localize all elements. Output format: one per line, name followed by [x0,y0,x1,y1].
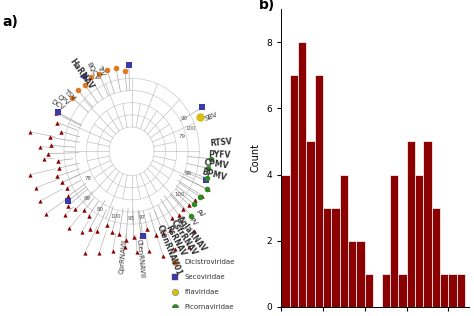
Text: 78: 78 [85,176,91,181]
Text: Secoviridae: Secoviridae [184,274,225,280]
Text: SBV: SBV [203,112,218,122]
Bar [331,208,340,307]
Bar [365,274,373,307]
Text: Dicistroviridae: Dicistroviridae [184,259,235,265]
Text: HaRNAV: HaRNAV [67,57,95,91]
Bar [348,240,356,307]
Bar [298,42,306,307]
Y-axis label: Count: Count [251,143,261,173]
Text: Iflaviridae: Iflaviridae [184,289,219,295]
Bar [306,142,315,307]
Text: AglaRNAV: AglaRNAV [175,215,209,254]
Text: TrV: TrV [96,64,106,76]
Text: CprRNAVII: CprRNAVII [118,239,128,274]
Text: PV: PV [188,217,198,228]
Text: 80: 80 [97,207,104,212]
Text: CPV: CPV [56,94,71,106]
Text: 97: 97 [139,215,146,220]
Text: 93: 93 [128,216,135,221]
Bar [448,274,457,307]
Bar [440,274,448,307]
Text: DCV: DCV [50,99,66,112]
Bar [356,240,365,307]
Bar [423,142,432,307]
Text: RTSV: RTSV [210,137,233,148]
Text: CPMV: CPMV [203,158,229,170]
Bar [415,174,423,307]
Text: RsRNAV: RsRNAV [164,223,188,258]
Text: TSV: TSV [62,88,76,101]
Bar [407,142,415,307]
Bar [323,208,331,307]
Text: Picornaviridae: Picornaviridae [184,304,234,309]
Bar [382,274,390,307]
Text: BQCV: BQCV [85,61,100,82]
Text: 90: 90 [180,116,187,121]
Text: CtenRNAV01: CtenRNAV01 [155,223,183,277]
Text: 100: 100 [174,192,185,197]
Text: 100: 100 [185,126,196,131]
Bar [315,76,323,307]
Text: 99: 99 [185,171,191,176]
Bar [340,174,348,307]
Bar [281,174,290,307]
Text: BPMV: BPMV [201,167,227,183]
Text: 99: 99 [84,197,91,202]
Text: AV: AV [195,209,206,219]
Text: CtenRNAVII: CtenRNAVII [136,239,145,279]
Text: CsfrRNAV: CsfrRNAV [169,218,199,257]
Bar [398,274,407,307]
Bar [457,274,465,307]
Text: 79: 79 [179,134,186,139]
Text: a): a) [3,15,18,29]
Bar [432,208,440,307]
Bar [390,174,398,307]
Text: 100: 100 [110,214,121,219]
Text: PYFV: PYFV [208,150,230,160]
Bar [290,76,298,307]
Text: b): b) [259,0,275,12]
